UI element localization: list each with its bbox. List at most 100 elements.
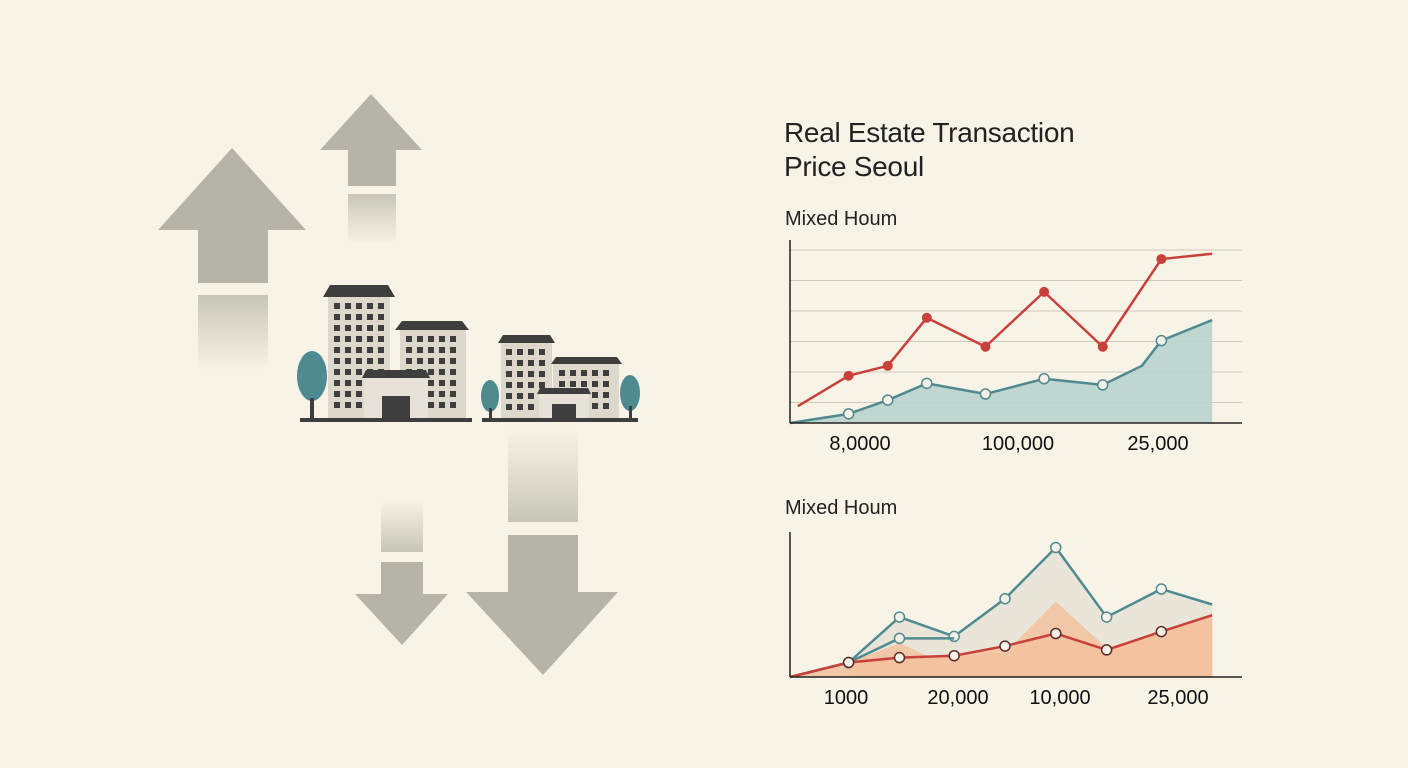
window bbox=[450, 347, 456, 353]
window bbox=[428, 347, 434, 353]
window bbox=[450, 369, 456, 375]
window bbox=[528, 393, 534, 399]
window bbox=[428, 380, 434, 386]
data-point bbox=[921, 312, 932, 323]
window bbox=[356, 402, 362, 408]
window bbox=[378, 325, 384, 331]
window bbox=[356, 303, 362, 309]
window bbox=[417, 347, 423, 353]
window bbox=[506, 393, 512, 399]
window bbox=[517, 404, 523, 410]
data-point bbox=[1155, 625, 1168, 638]
window bbox=[506, 349, 512, 355]
data-point bbox=[1156, 254, 1167, 265]
data-point bbox=[1155, 334, 1168, 347]
window bbox=[559, 381, 565, 387]
window bbox=[450, 391, 456, 397]
window bbox=[378, 347, 384, 353]
data-point bbox=[999, 640, 1011, 652]
data-point bbox=[948, 649, 960, 662]
window bbox=[506, 360, 512, 366]
window bbox=[378, 336, 384, 342]
data-point bbox=[1050, 627, 1062, 640]
window bbox=[603, 392, 609, 398]
real-estate-illustration bbox=[158, 94, 640, 675]
window bbox=[517, 349, 523, 355]
page-title: Real Estate Transaction Price Seoul bbox=[784, 116, 1164, 184]
window bbox=[367, 303, 373, 309]
window bbox=[356, 336, 362, 342]
window bbox=[428, 369, 434, 375]
title-line: Price Seoul bbox=[784, 151, 924, 182]
data-point bbox=[979, 388, 992, 400]
window bbox=[428, 358, 434, 364]
window bbox=[603, 370, 609, 376]
window bbox=[539, 349, 545, 355]
data-point bbox=[893, 651, 906, 664]
window bbox=[334, 380, 340, 386]
window bbox=[334, 347, 340, 353]
data-point bbox=[842, 656, 855, 669]
window bbox=[517, 382, 523, 388]
window bbox=[439, 358, 445, 364]
window bbox=[356, 314, 362, 320]
data-point bbox=[842, 408, 855, 420]
window bbox=[506, 382, 512, 388]
window bbox=[603, 381, 609, 387]
window bbox=[367, 358, 373, 364]
data-point bbox=[843, 370, 854, 381]
window bbox=[528, 404, 534, 410]
data-point bbox=[893, 632, 906, 645]
window bbox=[517, 393, 523, 399]
window bbox=[559, 370, 565, 376]
down-arrow-icon bbox=[355, 500, 448, 645]
window bbox=[450, 358, 456, 364]
window bbox=[517, 360, 523, 366]
window bbox=[592, 370, 598, 376]
window bbox=[592, 403, 598, 409]
window bbox=[506, 371, 512, 377]
window bbox=[439, 391, 445, 397]
data-point bbox=[881, 394, 894, 406]
window bbox=[356, 380, 362, 386]
data-point bbox=[1039, 286, 1050, 297]
window bbox=[345, 303, 351, 309]
chart-1-label: Mixed Houm bbox=[785, 208, 898, 230]
window bbox=[378, 314, 384, 320]
up-arrow-icon bbox=[320, 94, 422, 244]
data-point bbox=[1155, 583, 1168, 595]
window bbox=[345, 369, 351, 375]
data-point bbox=[1100, 611, 1113, 623]
up-arrow-icon bbox=[158, 148, 306, 370]
window bbox=[450, 336, 456, 342]
window bbox=[439, 347, 445, 353]
window bbox=[334, 336, 340, 342]
window bbox=[345, 358, 351, 364]
window bbox=[581, 370, 587, 376]
window bbox=[334, 369, 340, 375]
window bbox=[592, 381, 598, 387]
x-tick-label: 10,000 bbox=[1029, 687, 1090, 709]
window bbox=[367, 325, 373, 331]
window bbox=[356, 369, 362, 375]
series-line bbox=[789, 318, 1213, 425]
data-point bbox=[1097, 341, 1108, 352]
window bbox=[417, 358, 423, 364]
data-point bbox=[980, 341, 991, 352]
window bbox=[345, 314, 351, 320]
window bbox=[345, 325, 351, 331]
window bbox=[334, 314, 340, 320]
window bbox=[603, 403, 609, 409]
window bbox=[539, 382, 545, 388]
window bbox=[506, 404, 512, 410]
window bbox=[406, 358, 412, 364]
window bbox=[439, 380, 445, 386]
window bbox=[450, 402, 456, 408]
window bbox=[528, 349, 534, 355]
window bbox=[417, 336, 423, 342]
line-chart-top: 8,0000 100,000 25,000 bbox=[789, 240, 1242, 455]
data-point bbox=[921, 377, 933, 390]
data-point bbox=[1038, 373, 1050, 385]
x-tick-label: 8,0000 bbox=[829, 433, 890, 455]
window bbox=[539, 371, 545, 377]
